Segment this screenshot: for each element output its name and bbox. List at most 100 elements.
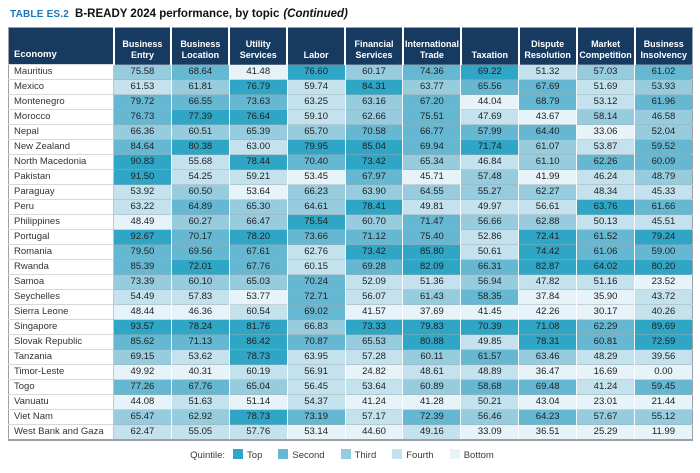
score-cell-business-entry: 73.39 — [113, 274, 172, 290]
economy-cell: Togo — [8, 379, 114, 395]
score-cell-labor: 63.95 — [286, 349, 346, 365]
economy-cell: Montenegro — [8, 94, 114, 110]
score-cell-international-trade: 80.88 — [402, 334, 461, 350]
score-cell-market-competition: 61.52 — [576, 229, 635, 245]
score-cell-business-insolvency: 55.12 — [634, 409, 693, 425]
score-cell-labor: 63.25 — [286, 94, 346, 110]
score-cell-labor: 64.61 — [286, 199, 346, 215]
score-cell-market-competition: 63.76 — [576, 199, 635, 215]
score-cell-business-location: 78.24 — [170, 319, 230, 335]
score-cell-international-trade: 71.47 — [402, 214, 461, 230]
score-cell-market-competition: 51.69 — [576, 79, 635, 95]
score-cell-utility-services: 57.76 — [228, 424, 288, 440]
legend-item-label: Bottom — [463, 450, 494, 461]
score-cell-dispute-resolution: 41.99 — [518, 169, 577, 185]
score-cell-business-entry: 54.49 — [113, 289, 172, 305]
score-cell-taxation: 57.99 — [460, 124, 519, 140]
score-cell-business-entry: 85.62 — [113, 334, 172, 350]
score-cell-international-trade: 79.83 — [402, 319, 461, 335]
score-cell-business-location: 46.36 — [170, 304, 230, 320]
score-cell-labor: 66.83 — [286, 319, 346, 335]
score-cell-utility-services: 65.04 — [228, 379, 288, 395]
score-cell-business-entry: 69.15 — [113, 349, 172, 365]
score-cell-business-insolvency: 46.58 — [634, 109, 693, 125]
score-cell-market-competition: 41.24 — [576, 379, 635, 395]
score-cell-international-trade: 49.16 — [402, 424, 461, 440]
score-cell-taxation: 66.31 — [460, 259, 519, 275]
score-cell-international-trade: 37.69 — [402, 304, 461, 320]
table-row-rwanda: Rwanda 85.39 72.01 67.76 60.15 69.28 82.09 66.3… — [8, 259, 693, 275]
score-cell-labor: 56.45 — [286, 379, 346, 395]
score-cell-dispute-resolution: 36.51 — [518, 424, 577, 440]
table-row-paraguay: Paraguay 53.92 60.50 53.64 66.23 63.90 64.55 55… — [8, 184, 693, 200]
score-cell-dispute-resolution: 71.08 — [518, 319, 577, 335]
score-cell-market-competition: 25.29 — [576, 424, 635, 440]
score-cell-taxation: 58.68 — [460, 379, 519, 395]
score-cell-business-location: 77.39 — [170, 109, 230, 125]
table-row-philippines: Philippines 48.49 60.27 66.47 75.54 60.70 71.4… — [8, 214, 693, 230]
score-cell-taxation: 52.86 — [460, 229, 519, 245]
score-cell-international-trade: 82.09 — [402, 259, 461, 275]
economy-cell: Portugal — [8, 229, 114, 245]
score-cell-business-insolvency: 11.99 — [634, 424, 693, 440]
score-cell-labor: 59.74 — [286, 79, 346, 95]
economy-cell: Peru — [8, 199, 114, 215]
score-cell-market-competition: 33.06 — [576, 124, 635, 140]
score-cell-taxation: 71.74 — [460, 139, 519, 155]
score-cell-business-insolvency: 60.09 — [634, 154, 693, 170]
score-cell-dispute-resolution: 78.31 — [518, 334, 577, 350]
economy-cell: Rwanda — [8, 259, 114, 275]
table-title-text: B-READY 2024 performance, by topic — [75, 8, 280, 20]
table-row-peru: Peru 63.22 64.89 65.30 64.61 78.41 49.81 49.97 5… — [8, 199, 693, 215]
legend-item-label: Fourth — [406, 450, 434, 461]
score-cell-business-insolvency: 79.24 — [634, 229, 693, 245]
score-cell-business-insolvency: 43.72 — [634, 289, 693, 305]
score-cell-financial-services: 73.33 — [344, 319, 403, 335]
score-cell-labor: 70.87 — [286, 334, 346, 350]
score-cell-financial-services: 57.28 — [344, 349, 403, 365]
score-cell-financial-services: 67.97 — [344, 169, 403, 185]
economy-cell: Seychelles — [8, 289, 114, 305]
score-cell-international-trade: 63.77 — [402, 79, 461, 95]
score-cell-utility-services: 60.19 — [228, 364, 288, 380]
score-cell-international-trade: 61.43 — [402, 289, 461, 305]
score-cell-utility-services: 73.63 — [228, 94, 288, 110]
score-cell-taxation: 50.21 — [460, 394, 519, 410]
score-cell-utility-services: 76.64 — [228, 109, 288, 125]
score-cell-business-entry: 48.49 — [113, 214, 172, 230]
score-cell-business-location: 51.63 — [170, 394, 230, 410]
score-cell-business-entry: 85.39 — [113, 259, 172, 275]
score-cell-business-insolvency: 59.00 — [634, 244, 693, 260]
score-cell-market-competition: 46.24 — [576, 169, 635, 185]
score-cell-utility-services: 78.44 — [228, 154, 288, 170]
economy-cell: Sierra Leone — [8, 304, 114, 320]
score-cell-labor: 53.45 — [286, 169, 346, 185]
table-title-continued: (Continued) — [283, 8, 348, 20]
score-cell-utility-services: 67.76 — [228, 259, 288, 275]
score-cell-market-competition: 61.06 — [576, 244, 635, 260]
score-cell-dispute-resolution: 62.27 — [518, 184, 577, 200]
score-cell-market-competition: 57.03 — [576, 64, 635, 80]
table-row-romania: Romania 79.50 69.56 67.61 62.76 73.42 85.80 50.… — [8, 244, 693, 260]
score-cell-dispute-resolution: 74.42 — [518, 244, 577, 260]
score-cell-labor: 60.15 — [286, 259, 346, 275]
score-cell-financial-services: 70.58 — [344, 124, 403, 140]
score-cell-financial-services: 62.66 — [344, 109, 403, 125]
score-cell-market-competition: 58.14 — [576, 109, 635, 125]
score-cell-business-entry: 91.50 — [113, 169, 172, 185]
score-cell-financial-services: 41.57 — [344, 304, 403, 320]
economy-cell: Paraguay — [8, 184, 114, 200]
score-cell-taxation: 49.97 — [460, 199, 519, 215]
column-header-business-entry: Business Entry — [112, 27, 172, 65]
score-cell-business-entry: 93.57 — [113, 319, 172, 335]
score-cell-business-insolvency: 39.56 — [634, 349, 693, 365]
score-cell-financial-services: 78.41 — [344, 199, 403, 215]
score-cell-labor: 69.02 — [286, 304, 346, 320]
table-row-vanuatu: Vanuatu 44.08 51.63 51.14 54.37 41.24 41.28 50.… — [8, 394, 693, 410]
score-cell-labor: 66.23 — [286, 184, 346, 200]
score-cell-utility-services: 65.39 — [228, 124, 288, 140]
score-cell-taxation: 57.48 — [460, 169, 519, 185]
score-cell-business-insolvency: 0.00 — [634, 364, 693, 380]
score-cell-business-entry: 62.47 — [113, 424, 172, 440]
table-row-slovak-republic: Slovak Republic 85.62 71.13 86.42 70.87 65.53… — [8, 334, 693, 350]
